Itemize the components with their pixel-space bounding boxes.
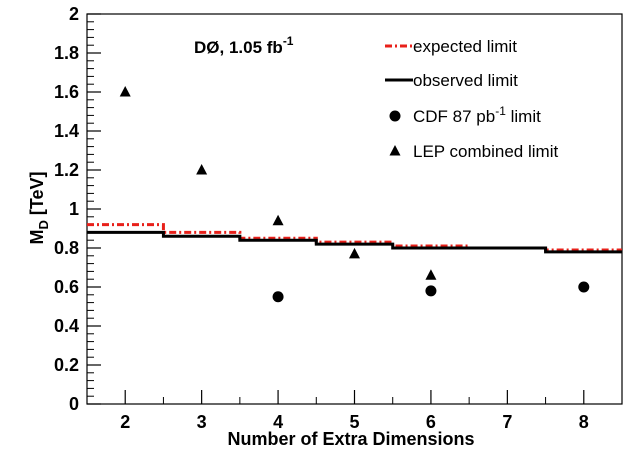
y-tick-label: 0.2 — [54, 355, 79, 375]
y-tick-label: 1.2 — [54, 160, 79, 180]
cdf-limit-point — [425, 285, 437, 297]
y-tick-label: 2 — [69, 4, 79, 24]
legend-label: expected limit — [413, 37, 517, 56]
x-tick-label: 7 — [502, 412, 512, 432]
lep-limit-point — [272, 214, 284, 226]
x-tick-label: 4 — [273, 412, 283, 432]
annotation-main: DØ, 1.05 fb — [194, 38, 283, 57]
observed-limit-line — [87, 230, 622, 254]
x-tick-label: 3 — [197, 412, 207, 432]
y-tick-label: 1.8 — [54, 43, 79, 63]
lep-limit-point — [119, 86, 131, 97]
experiment-annotation: DØ, 1.05 fb-1 — [194, 34, 294, 57]
plot-frame — [86, 13, 623, 405]
legend-label: LEP combined limit — [413, 142, 558, 161]
y-tick-label: 0.8 — [54, 238, 79, 258]
legend-label: observed limit — [413, 71, 518, 90]
cdf-limit-point — [578, 281, 590, 293]
legend-cdf-symbol — [389, 110, 401, 122]
y-axis-title: MD [TeV] — [27, 171, 51, 244]
x-tick-label: 5 — [349, 412, 359, 432]
x-tick-label: 6 — [426, 412, 436, 432]
y-tick-label: 1.6 — [54, 82, 79, 102]
lep-limit-point — [349, 247, 360, 259]
y-tick-label: 0.4 — [54, 316, 79, 336]
y-tick-label: 1 — [69, 199, 79, 219]
legend-label: CDF 87 pb-1 limit — [413, 104, 541, 126]
lep-limit-point — [425, 269, 437, 280]
x-tick-label: 8 — [579, 412, 589, 432]
y-tick-label: 1.4 — [54, 121, 79, 141]
y-tick-label: 0.6 — [54, 277, 79, 297]
y-tick-label: 0 — [69, 394, 79, 414]
lep-limit-point — [196, 164, 208, 175]
x-axis-title: Number of Extra Dimensions — [227, 429, 474, 449]
cdf-limit-point — [272, 291, 284, 303]
legend-lep-symbol — [389, 145, 401, 156]
annotation-sup: -1 — [283, 34, 294, 48]
x-tick-label: 2 — [120, 412, 130, 432]
